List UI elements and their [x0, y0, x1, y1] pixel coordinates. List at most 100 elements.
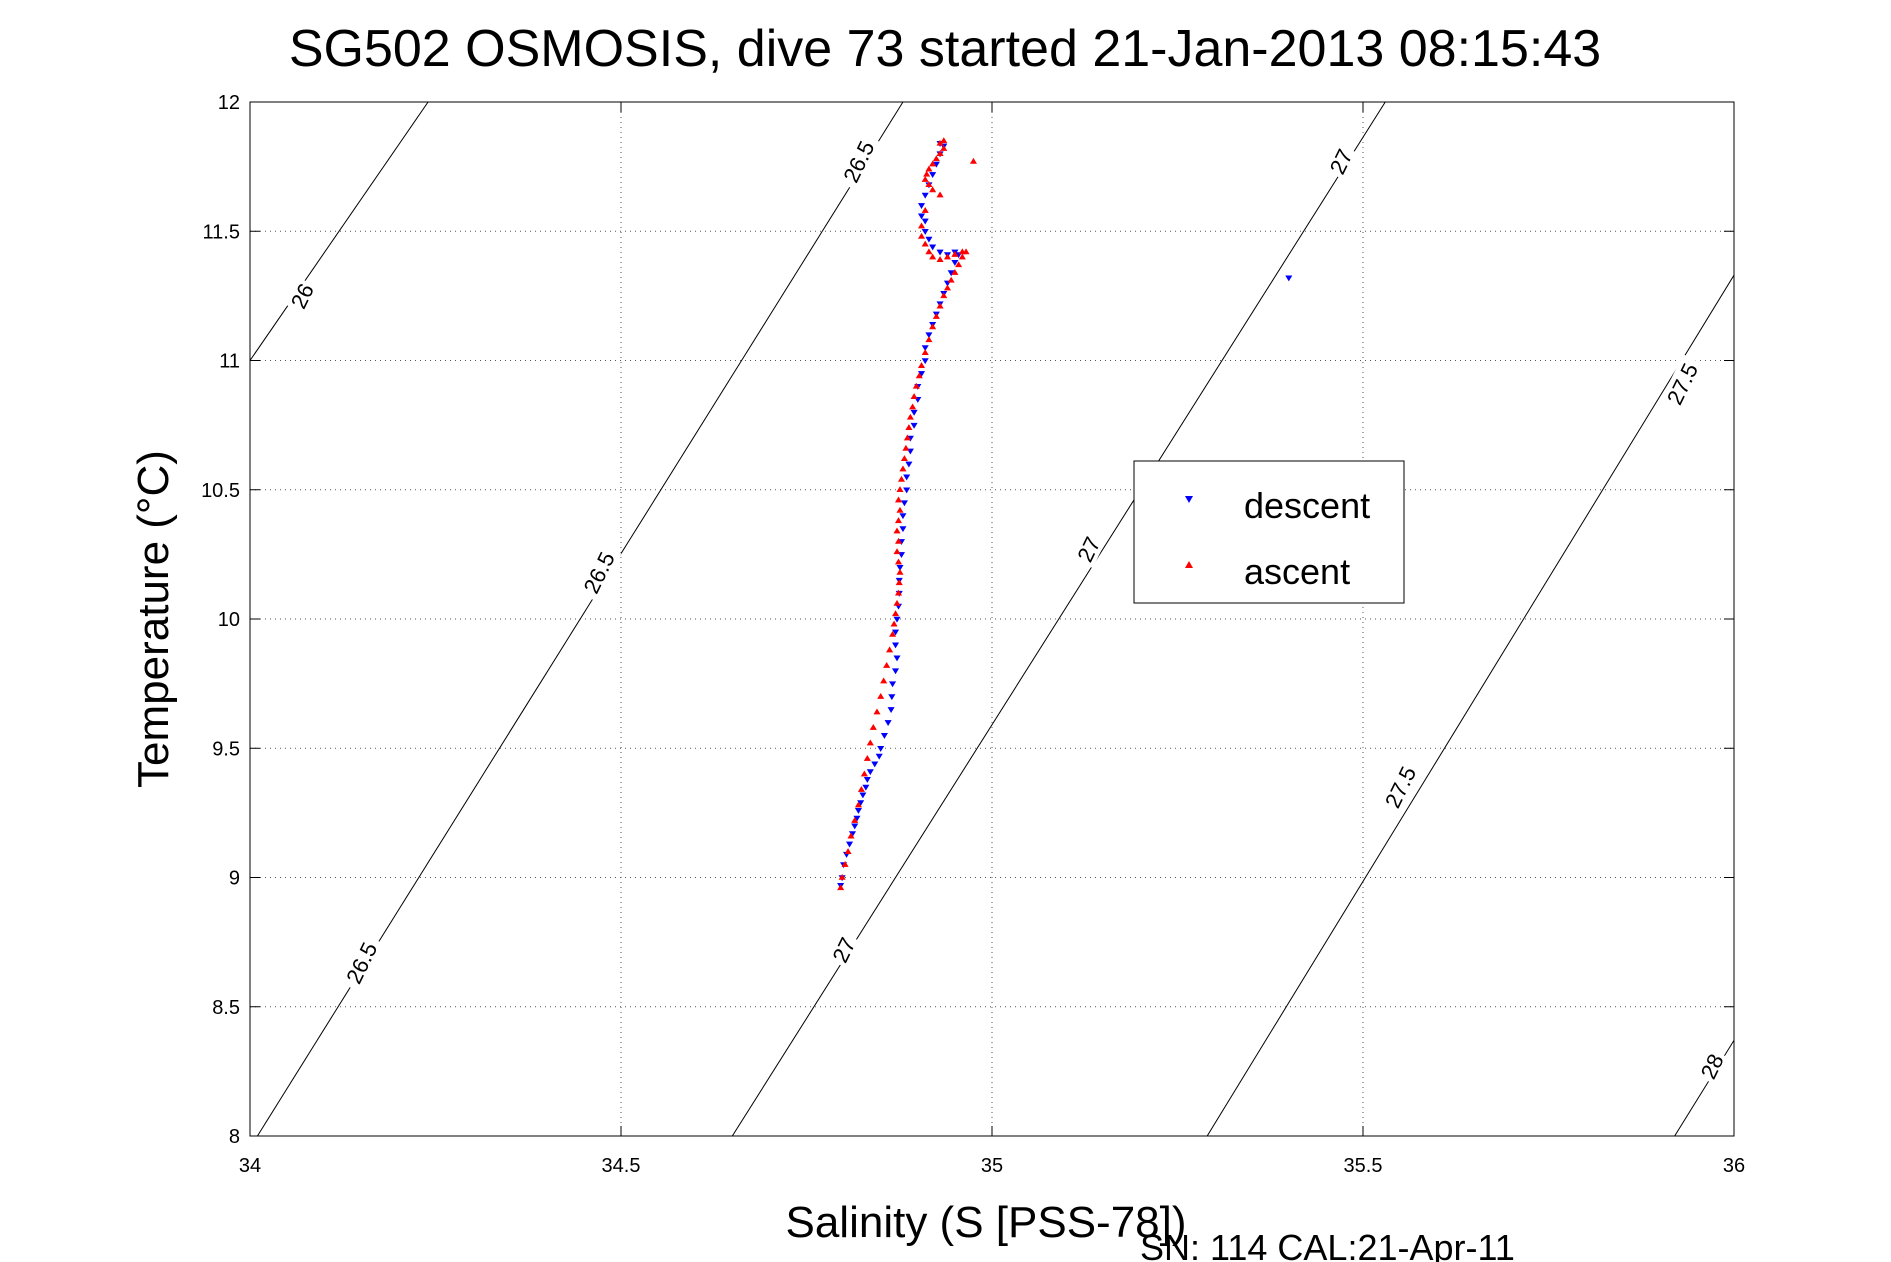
- descent-point: [866, 769, 874, 776]
- y-tick-label: 11.5: [203, 221, 240, 243]
- legend-ascent-marker: [1185, 561, 1193, 568]
- density-contour-27.5: [1206, 274, 1734, 1136]
- descent-point: [859, 792, 867, 799]
- ascent-point: [894, 517, 903, 524]
- descent-point: [851, 823, 859, 830]
- ascent-point: [925, 165, 933, 172]
- contour-label-bg: [835, 131, 882, 191]
- descent-point: [929, 244, 937, 251]
- ascent-point: [841, 860, 849, 867]
- y-axis-ticks: 8 8.5 9 9.5 10 10.5 11 11.5 12: [201, 92, 1734, 1148]
- descent-point: [1285, 275, 1293, 282]
- y-tick-label: 9.5: [212, 738, 240, 760]
- ascent-point: [951, 269, 959, 275]
- descent-point: [854, 807, 862, 814]
- ascent-point: [893, 599, 901, 606]
- contour-label-bg: [338, 933, 384, 993]
- ascent-point: [921, 175, 929, 182]
- contour-label: 27: [1071, 530, 1106, 568]
- ascent-point: [947, 276, 955, 283]
- descent-point: [889, 681, 897, 688]
- ascent-point: [900, 455, 908, 462]
- ascent-point: [863, 755, 871, 761]
- ascent-point: [892, 610, 900, 617]
- ascent-point: [925, 248, 933, 255]
- ascent-point: [866, 739, 874, 746]
- ascent-point: [854, 801, 862, 808]
- y-tick-label: 10: [218, 609, 240, 631]
- descent-point: [892, 642, 900, 649]
- ascent-point: [894, 496, 903, 503]
- descent-point: [905, 461, 913, 468]
- ascent-point: [896, 486, 904, 493]
- ascent-point: [940, 144, 948, 151]
- descent-point: [921, 228, 929, 235]
- ascent-point: [894, 558, 903, 565]
- descent-point: [880, 733, 888, 739]
- x-tick-label: 36: [1723, 1155, 1745, 1177]
- ascent-point: [893, 527, 901, 534]
- contour-label-bg: [1071, 530, 1106, 568]
- ascent-point: [880, 677, 888, 684]
- ascent-point: [894, 589, 903, 596]
- ascent-point: [838, 873, 846, 880]
- contour-label: 27: [826, 931, 861, 969]
- ascent-point: [890, 620, 898, 627]
- ascent-point: [929, 323, 937, 330]
- ascent-point: [877, 692, 885, 699]
- x-axis-ticks: 34 34.5 35 35.5 36: [239, 102, 1745, 1177]
- ascent-series: [837, 137, 977, 891]
- footer-serial-calibration: SN: 114 CAL:21-Apr-11: [1140, 1227, 1515, 1262]
- legend-box: [1133, 460, 1405, 604]
- contour-label-bg: [576, 542, 622, 602]
- ascent-point: [929, 253, 937, 260]
- ascent-point: [857, 786, 865, 792]
- ascent-point: [917, 362, 926, 368]
- legend-descent-marker: [1185, 496, 1193, 503]
- descent-point: [929, 172, 937, 178]
- ascent-point: [910, 393, 918, 399]
- x-axis-label: Salinity (S [PSS-78]): [785, 1198, 1186, 1247]
- descent-point: [903, 474, 911, 481]
- ascent-point: [896, 568, 904, 575]
- ascent-point: [847, 832, 855, 839]
- descent-point: [917, 203, 926, 209]
- density-contour-26: [250, 102, 429, 361]
- legend-ascent-label: ascent: [1244, 551, 1350, 592]
- ascent-point: [912, 382, 920, 389]
- descent-point: [900, 500, 908, 507]
- descent-point: [921, 192, 929, 199]
- y-tick-label: 8.5: [212, 997, 240, 1019]
- ascent-point: [851, 817, 859, 823]
- ascent-point: [897, 475, 906, 482]
- ascent-point: [929, 160, 937, 167]
- ascent-point: [860, 770, 868, 777]
- descent-point: [917, 213, 926, 220]
- ascent-point: [929, 186, 937, 193]
- descent-point: [896, 565, 904, 571]
- descent-point: [884, 720, 892, 726]
- ascent-point: [905, 424, 913, 431]
- ascent-point: [899, 465, 907, 472]
- legend: descent ascent: [1133, 460, 1405, 604]
- y-tick-label: 12: [218, 92, 240, 114]
- descent-point: [887, 707, 895, 714]
- ascent-point: [932, 312, 940, 319]
- descent-point: [892, 629, 900, 636]
- ascent-point: [958, 253, 966, 260]
- descent-point: [893, 616, 901, 623]
- descent-point: [888, 694, 896, 701]
- y-tick-label: 9: [229, 868, 240, 890]
- y-tick-label: 10.5: [201, 480, 240, 502]
- ascent-point: [921, 206, 929, 213]
- contour-label-bg: [1694, 1047, 1730, 1085]
- ascent-point: [943, 253, 952, 260]
- y-tick-label: 11: [219, 351, 240, 373]
- ascent-point: [932, 155, 940, 162]
- ascent-point: [943, 284, 952, 291]
- descent-series: [837, 141, 1293, 889]
- descent-point: [877, 745, 885, 752]
- ascent-point: [915, 372, 923, 379]
- descent-point: [925, 236, 933, 243]
